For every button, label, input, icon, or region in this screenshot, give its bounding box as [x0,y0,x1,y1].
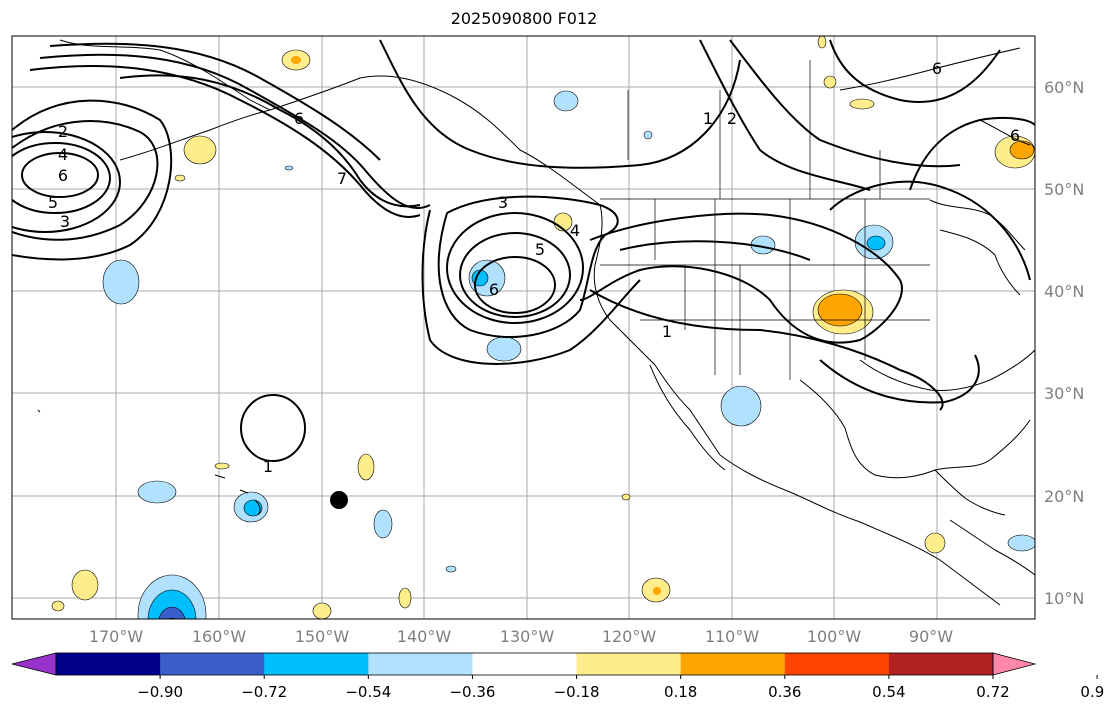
colorbar-segment [680,653,786,675]
lat-label: 30°N [1044,384,1084,403]
colorbar-extend-low [11,652,57,676]
contour-label: 5 [535,240,545,259]
contour-label: 1 [662,322,672,341]
lon-label: 160°W [192,627,247,646]
colorbar-segment [472,653,578,675]
lon-label: 90°W [909,627,953,646]
contour-label-group: 2 4 6 5 3 6 7 3 5 6 4 1 2 1 6 6 1 [48,59,1020,476]
colorbar-segment [576,653,682,675]
colorbar-segments [56,653,994,675]
colorbar-tick-label: 0.36 [768,683,801,701]
contour-label: 7 [337,169,347,188]
positive-anomaly-fills [51,36,1035,619]
colorbar-tick-label: 0.54 [872,683,905,701]
contour-label: 6 [489,280,499,299]
lat-label: 50°N [1044,180,1084,199]
lon-label: 130°W [500,627,555,646]
contour-label: 2 [58,122,68,141]
lon-label: 100°W [807,627,862,646]
contour-lines [12,39,1035,462]
colorbar-extend-high [992,652,1037,676]
contour-label: 3 [498,193,508,212]
contour-label: 5 [48,193,58,212]
colorbar-segment [368,653,473,675]
colorbar-tick-label: −0.90 [137,683,183,701]
colorbar-segment [160,653,265,675]
lat-label: 10°N [1044,589,1084,608]
colorbar-segment [888,653,994,675]
colorbar-segment [264,653,369,675]
colorbar-tick-label: −0.18 [554,683,600,701]
lat-label: 40°N [1044,282,1084,301]
contour-label: 2 [727,109,737,128]
colorbar-segment [784,653,890,675]
longitude-labels: 170°W 160°W 150°W 140°W 130°W 120°W 110°… [89,627,953,646]
colorbar-tick-label: 0.18 [664,683,697,701]
coastlines [37,39,1035,606]
map-title: 2025090800 F012 [450,9,598,28]
negative-anomaly-fills [102,90,1035,619]
contour-label: 4 [58,145,68,164]
colorbar-outline [55,652,994,676]
lon-label: 120°W [602,627,657,646]
colorbar-segment [56,653,161,675]
colorbar-tick-label: −0.54 [345,683,391,701]
contour-label: 1 [263,457,273,476]
lon-label: 170°W [89,627,144,646]
state-borders [600,60,930,380]
contour-label: 6 [1010,126,1020,145]
lon-label: 140°W [397,627,452,646]
colorbar-tick-label: −0.36 [449,683,495,701]
colorbar-tick-label: 0.72 [976,683,1009,701]
colorbar-ticks: −0.90 −0.72 −0.54 −0.36 −0.18 0.18 0.36 0.54 0.7… [137,675,1105,701]
latitude-labels: 60°N 50°N 40°N 30°N 20°N 10°N [1044,78,1084,608]
contour-label: 6 [932,59,942,78]
contour-label: 1 [703,109,713,128]
contour-label: 3 [60,212,70,231]
colorbar: −0.90 −0.72 −0.54 −0.36 −0.18 0.18 0.36 0.54 0.7… [11,652,1105,701]
contour-label: 6 [294,109,304,128]
lat-label: 20°N [1044,487,1084,506]
lon-label: 110°W [705,627,760,646]
colorbar-tick-label: 0.90 [1080,683,1105,701]
map-frame [11,35,1036,620]
colorbar-tick-label: −0.72 [241,683,287,701]
contour-label: 6 [58,166,68,185]
contour-label: 4 [570,221,580,240]
graticule [12,36,1035,619]
storm-position-marker [330,491,348,509]
lat-label: 60°N [1044,78,1084,97]
lon-label: 150°W [295,627,350,646]
